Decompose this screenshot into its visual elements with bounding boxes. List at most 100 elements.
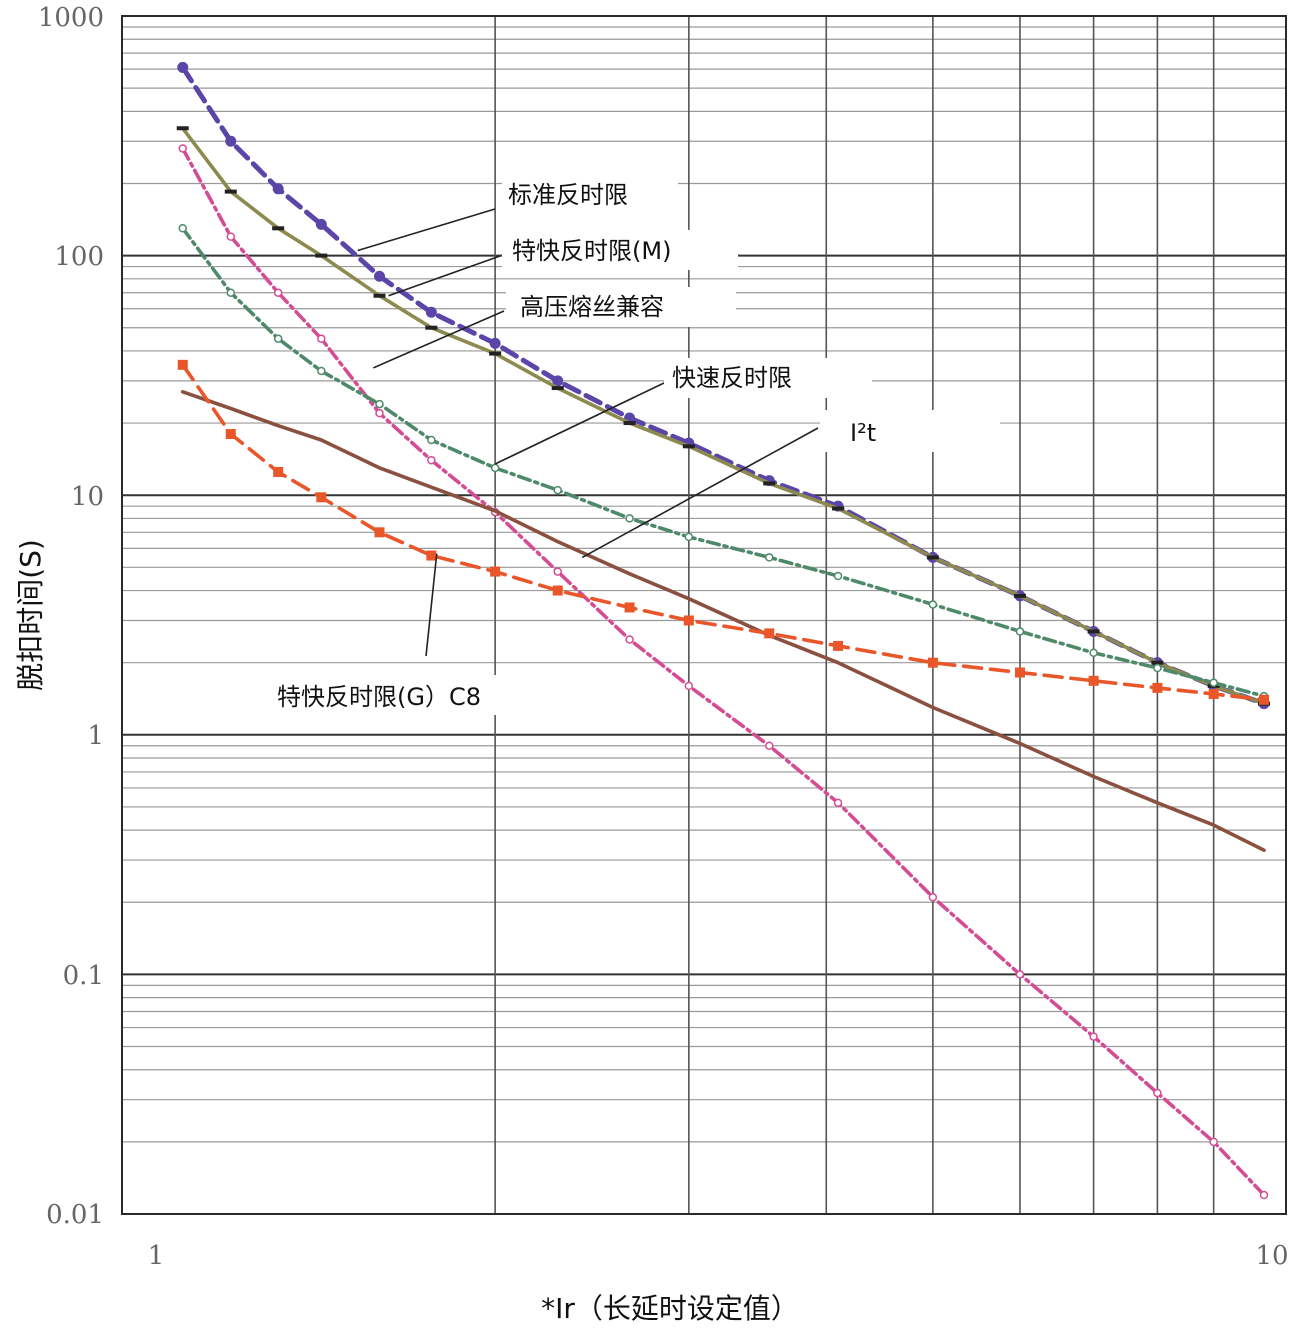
annotation-bg [502, 173, 678, 213]
data-point [273, 466, 284, 477]
data-point [225, 135, 237, 147]
data-point [1087, 629, 1100, 634]
data-point [1259, 1190, 1269, 1200]
annotation-leader-line [373, 310, 505, 369]
annotation-standard-inverse: 标准反时限 [508, 181, 628, 209]
data-point [490, 463, 500, 473]
annotation-leader-line [494, 382, 665, 465]
y-tick-label: 0.01 [46, 1200, 104, 1230]
series-3 [178, 144, 1269, 1200]
data-point [765, 741, 774, 751]
annotation-bg [506, 287, 736, 327]
data-point [553, 485, 562, 495]
series-line [180, 363, 1266, 702]
data-point [1209, 678, 1218, 687]
data-point [273, 288, 283, 297]
series-line [180, 146, 1266, 1197]
annotation-hv-fuse: 高压熔丝兼容 [520, 293, 664, 321]
data-point [926, 555, 939, 560]
data-point [176, 126, 189, 131]
annotation-leader-line [388, 255, 501, 297]
data-point [1259, 694, 1269, 705]
y-tick-label: 1 [87, 721, 104, 751]
annotation-leader-line [357, 208, 496, 252]
data-point [226, 232, 236, 241]
data-point [552, 375, 564, 387]
y-tick-label: 10 [71, 482, 104, 512]
data-point [489, 337, 501, 349]
data-point [375, 399, 384, 409]
data-point [1015, 627, 1025, 636]
data-point [1013, 593, 1026, 598]
data-point [765, 553, 774, 562]
annotation-leader-line [581, 427, 819, 559]
data-point [1089, 648, 1098, 658]
data-point [1152, 682, 1163, 693]
data-point [1088, 675, 1099, 686]
data-point [425, 306, 437, 318]
x-tick-label: 10 [1255, 1241, 1288, 1271]
data-point [426, 550, 437, 561]
y-tick-label: 100 [54, 242, 104, 272]
series-line [180, 126, 1266, 706]
data-point [178, 144, 187, 153]
y-tick-label: 0.1 [63, 961, 104, 991]
data-point [1209, 1137, 1218, 1147]
data-point [833, 798, 843, 808]
data-point [489, 351, 502, 356]
data-point [763, 481, 776, 486]
data-point [224, 189, 237, 194]
data-point [623, 421, 636, 426]
annotation-very-fast-m: 特快反时限(M) [512, 237, 671, 265]
annotation-i2t: I²t [850, 419, 876, 447]
data-point [684, 681, 694, 691]
series-line [180, 390, 1266, 852]
data-point [833, 640, 844, 651]
y-tick-label: 1000 [38, 3, 104, 33]
series-layer [176, 61, 1270, 1200]
annotation-bg [820, 410, 1000, 452]
data-point [225, 429, 236, 440]
data-point [1153, 1088, 1162, 1098]
annotation-leaders [357, 208, 819, 657]
data-point [682, 444, 695, 449]
data-point [551, 386, 564, 391]
data-point [273, 334, 283, 343]
annotation-bg [270, 675, 508, 715]
data-point [1015, 970, 1025, 979]
series-6 [177, 359, 1269, 705]
data-point [764, 628, 775, 639]
data-point [177, 61, 189, 73]
annotation-very-fast-g-c8: 特快反时限(G）C8 [277, 683, 481, 711]
data-point [427, 455, 436, 465]
data-point [316, 492, 327, 503]
data-point [1014, 667, 1025, 678]
annotation-fast-inverse: 快速反时限 [672, 364, 792, 392]
data-point [833, 571, 843, 581]
data-point [684, 532, 694, 542]
series-line [180, 226, 1266, 698]
data-point [625, 514, 634, 523]
data-point [317, 334, 326, 343]
data-point [927, 657, 938, 668]
data-point [272, 183, 284, 195]
data-point [315, 253, 328, 258]
data-point [374, 527, 385, 538]
grid [122, 16, 1286, 1215]
data-point [552, 585, 563, 596]
series-4 [178, 224, 1269, 701]
data-point [1089, 1032, 1098, 1041]
series-2 [176, 126, 1270, 706]
data-point [315, 218, 327, 230]
data-point [1153, 663, 1162, 673]
data-point [373, 270, 385, 282]
annotation-bg [664, 358, 872, 398]
data-point [490, 566, 501, 577]
data-point [553, 567, 562, 576]
data-point [425, 325, 438, 330]
data-point [272, 226, 285, 231]
data-point [1208, 689, 1219, 700]
data-point [683, 615, 694, 626]
data-point [427, 435, 436, 445]
